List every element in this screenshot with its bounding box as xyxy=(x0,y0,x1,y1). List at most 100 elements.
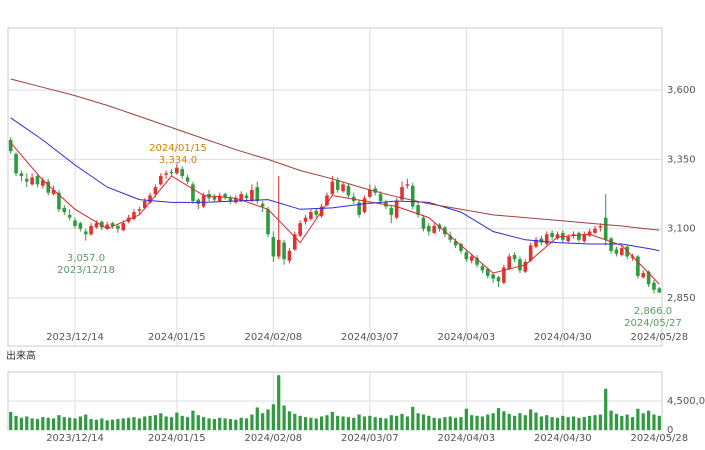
volume-bar xyxy=(384,418,388,430)
volume-bar xyxy=(395,415,399,430)
candle-body xyxy=(362,198,367,213)
candle-body xyxy=(518,259,522,271)
candle-body xyxy=(148,195,152,203)
volume-bar xyxy=(202,417,206,430)
volume-bar xyxy=(362,416,367,430)
volume-bar xyxy=(512,415,517,430)
candle-body xyxy=(609,238,613,251)
candle-body xyxy=(201,195,206,207)
volume-bar xyxy=(73,418,77,430)
volume-bar xyxy=(46,417,50,430)
candle-body xyxy=(292,234,297,250)
candle-body xyxy=(469,256,474,261)
candle-body xyxy=(8,140,13,152)
candle-body xyxy=(544,234,549,244)
volume-bar xyxy=(84,414,88,430)
candle-body xyxy=(260,203,265,207)
candle-body xyxy=(325,195,329,206)
volume-bar xyxy=(180,415,184,430)
candle-body xyxy=(555,234,560,239)
candle-body xyxy=(582,234,587,242)
volume-bar xyxy=(41,417,45,430)
candle-body xyxy=(368,189,372,197)
volume-bar xyxy=(78,416,82,430)
candle-body xyxy=(641,273,646,278)
candle-body xyxy=(266,209,270,235)
volume-bar xyxy=(373,417,377,430)
volume-bar xyxy=(652,414,656,430)
volume-bar xyxy=(341,416,345,430)
x-tick-label: 2024/02/08 xyxy=(245,433,303,444)
volume-bar xyxy=(427,415,431,430)
candle-body xyxy=(448,235,453,240)
candle-body xyxy=(571,234,576,236)
candle-body xyxy=(223,194,227,197)
volume-bar xyxy=(491,413,495,430)
candle-body xyxy=(432,225,436,233)
candle-body xyxy=(619,248,624,256)
x-tick-label: 2023/12/14 xyxy=(46,433,104,444)
candle-body xyxy=(19,173,24,177)
candle-body xyxy=(534,239,538,247)
volume-bar xyxy=(234,419,238,430)
volume-bar xyxy=(641,413,645,430)
volume-bar xyxy=(523,415,527,430)
candle-body xyxy=(62,207,67,213)
volume-bar xyxy=(405,416,409,430)
volume-bar xyxy=(561,415,565,430)
candle-body xyxy=(287,250,292,261)
candle-body xyxy=(335,180,340,190)
volume-bar xyxy=(309,417,313,430)
volume-bar xyxy=(105,420,109,430)
volume-bar xyxy=(159,413,163,430)
candle-body xyxy=(614,249,619,254)
volume-bar xyxy=(293,413,297,430)
volume-bar xyxy=(443,417,447,430)
candle-body xyxy=(598,225,603,228)
volume-bar xyxy=(432,417,436,430)
volume-bar xyxy=(218,417,222,430)
volume-bar xyxy=(250,414,254,430)
candle-body xyxy=(196,199,201,204)
moving-average-line xyxy=(10,142,660,285)
volume-bar xyxy=(346,417,351,430)
y-tick-label: 0 xyxy=(667,425,673,436)
volume-bar xyxy=(287,411,292,430)
candle-body xyxy=(480,266,485,271)
volume-bar xyxy=(314,418,318,430)
volume-bar xyxy=(529,409,533,430)
candle-body xyxy=(180,169,185,177)
candle-body xyxy=(105,224,109,229)
candle-body xyxy=(485,268,490,276)
volume-bar xyxy=(298,415,302,430)
candle-body xyxy=(405,184,410,186)
annotation: 2023/12/18 xyxy=(57,265,115,276)
x-tick-label: 2023/12/14 xyxy=(46,332,104,343)
candle-body xyxy=(73,220,77,226)
candle-body xyxy=(389,207,394,215)
candle-body xyxy=(121,223,126,231)
volume-bar xyxy=(614,413,619,430)
candle-body xyxy=(185,177,190,182)
candle-body xyxy=(443,227,447,235)
volume-bar xyxy=(244,418,249,430)
volume-bar xyxy=(68,417,72,430)
volume-bar xyxy=(416,413,420,430)
candle-body xyxy=(212,196,217,200)
candle-body xyxy=(137,209,142,211)
annotation: 3,057.0 xyxy=(67,253,105,264)
candle-body xyxy=(100,221,104,228)
volume-bar xyxy=(620,415,624,430)
volume-bar xyxy=(100,418,104,430)
candle-body xyxy=(636,256,640,276)
candle-body xyxy=(234,198,238,203)
candle-body xyxy=(453,241,458,246)
annotation: 3,334.0 xyxy=(159,155,197,166)
candle-body xyxy=(51,189,56,195)
candle-body xyxy=(378,194,383,202)
volume-bar xyxy=(223,418,227,430)
candle-body xyxy=(357,202,361,215)
candle-body xyxy=(528,245,533,261)
candle-body xyxy=(30,177,34,185)
volume-bar xyxy=(51,418,56,430)
